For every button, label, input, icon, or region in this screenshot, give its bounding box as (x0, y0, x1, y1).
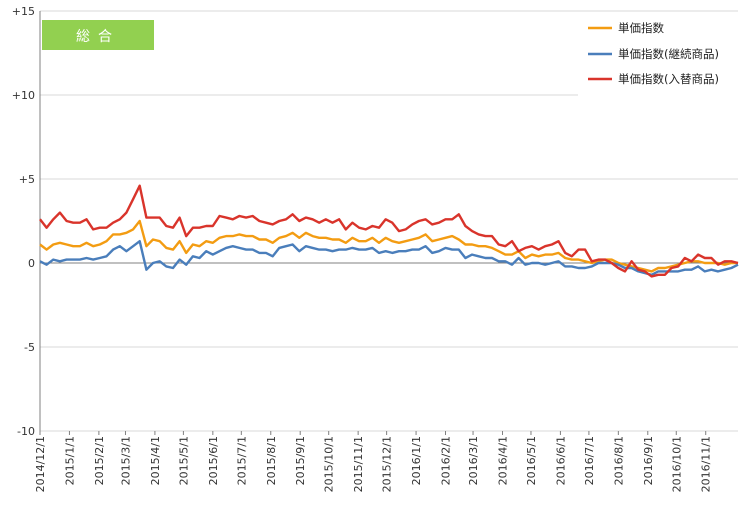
x-tick-label: 2015/4/1 (149, 436, 162, 485)
y-tick-label: 0 (28, 257, 35, 270)
x-tick-label: 2016/6/1 (554, 436, 567, 485)
x-tick-label: 2015/8/1 (265, 436, 278, 485)
legend-label-unit-price-index: 単価指数 (618, 21, 664, 35)
x-tick-label: 2016/10/1 (670, 436, 683, 492)
y-tick-label: +5 (19, 173, 35, 186)
chart-title: 総合 (76, 29, 120, 45)
series-line-2 (39, 184, 739, 278)
x-tick-label: 2015/6/1 (207, 436, 220, 485)
series-line-1 (39, 239, 739, 276)
series-line-0 (39, 219, 738, 273)
y-tick-label: -10 (17, 425, 35, 438)
x-tick-label: 2016/8/1 (612, 436, 625, 485)
x-tick-label: 2015/9/1 (294, 436, 307, 485)
x-tick-label: 2016/4/1 (496, 436, 509, 485)
y-axis-tick-labels: +15 +10 +5 0 -5 -10 (12, 5, 35, 438)
x-tick-label: 2015/7/1 (235, 436, 248, 485)
x-tick-label: 2015/5/1 (177, 436, 190, 485)
x-tick-label: 2016/1/1 (410, 436, 423, 485)
x-tick-label: 2016/11/1 (700, 436, 713, 492)
title-badge-background (42, 20, 154, 50)
x-tick-label: 2015/10/1 (323, 436, 336, 492)
title-badge: 総合 (42, 20, 154, 50)
x-tick-label: 2015/3/1 (119, 436, 132, 485)
legend-label-replaced-items: 単価指数(入替商品) (618, 72, 719, 86)
x-tick-label: 2015/2/1 (93, 436, 106, 485)
y-tick-label: +15 (12, 5, 35, 18)
legend-label-continuing-items: 単価指数(継続商品) (618, 47, 719, 61)
y-tick-label: -5 (24, 341, 35, 354)
x-tick-label: 2016/3/1 (467, 436, 480, 485)
x-tick-label: 2016/5/1 (525, 436, 538, 485)
x-tick-label: 2015/1/1 (63, 436, 76, 485)
x-axis-tick-labels: 2014/12/1 2015/1/1 2015/2/1 2015/3/1 2015/4/… (34, 436, 713, 492)
x-tick-label: 2016/2/1 (440, 436, 453, 485)
x-tick-label: 2016/7/1 (583, 436, 596, 485)
y-tick-label: +10 (12, 89, 35, 102)
legend: 単価指数 単価指数(継続商品) 単価指数(入替商品) (578, 14, 738, 96)
series-lines (39, 184, 739, 278)
x-tick-label: 2016/9/1 (642, 436, 655, 485)
x-tick-label: 2015/12/1 (381, 436, 394, 492)
x-tick-label: 2015/11/1 (352, 436, 365, 492)
x-tick-label: 2014/12/1 (34, 436, 47, 492)
